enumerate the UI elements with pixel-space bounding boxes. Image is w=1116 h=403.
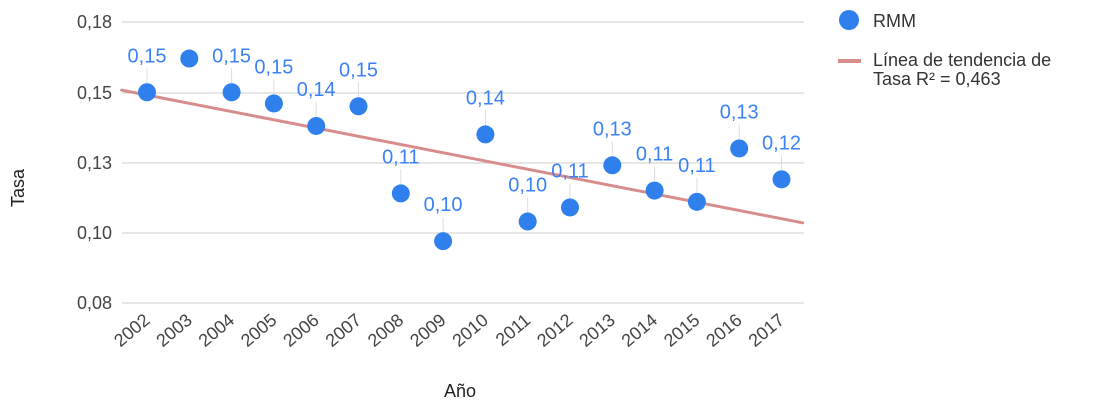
x-tick-label: 2016 — [702, 310, 746, 351]
data-label: 0,15 — [128, 45, 167, 67]
data-label: 0,15 — [254, 56, 293, 78]
legend-rmm-label: RMM — [873, 11, 916, 31]
data-point — [476, 125, 495, 144]
data-point — [730, 139, 749, 158]
data-point — [138, 83, 156, 102]
y-axis-ticks: 0,08 0,10 0,13 0,15 0,18 — [77, 12, 112, 313]
legend-trend-label-line1: Línea de tendencia de — [873, 50, 1051, 70]
data-label: 0,15 — [339, 59, 378, 81]
data-label: 0,10 — [508, 175, 547, 197]
data-label: 0,11 — [551, 160, 588, 182]
x-tick-label: 2003 — [152, 310, 196, 351]
y-tick-label: 0,18 — [77, 12, 112, 32]
data-label: 0,13 — [720, 101, 759, 123]
data-point — [645, 181, 664, 200]
data-labels: 0,15 0,150,150,140,150,110,100,140,100,11… — [128, 45, 801, 216]
data-label: 0,14 — [297, 79, 336, 101]
x-tick-label: 2007 — [322, 310, 366, 351]
data-label: 0,14 — [466, 87, 505, 109]
y-tick-label: 0,15 — [77, 83, 112, 103]
legend-trend-label-line2: Tasa R² = 0,463 — [873, 69, 1001, 89]
data-point — [391, 184, 410, 203]
data-point — [180, 49, 199, 68]
data-point — [222, 83, 241, 102]
y-tick-label: 0,08 — [77, 293, 112, 313]
data-label: 0,11 — [678, 155, 715, 177]
x-tick-label: 2017 — [745, 310, 789, 351]
data-point — [518, 212, 537, 231]
label-leader-lines — [146, 68, 782, 233]
data-label: 0,12 — [762, 132, 801, 154]
x-tick-label: 2008 — [364, 310, 408, 351]
x-tick-label: 2005 — [237, 310, 281, 351]
x-tick-label: 2014 — [618, 310, 662, 351]
x-tick-label: 2011 — [492, 310, 535, 350]
y-axis-title: Tasa — [8, 168, 28, 207]
x-axis-title: Año — [444, 381, 476, 401]
x-tick-label: 2010 — [448, 310, 492, 351]
y-tick-label: 0,13 — [77, 153, 112, 173]
x-tick-label: 2004 — [195, 310, 239, 351]
legend-rmm-marker — [839, 10, 859, 30]
data-label: 0,10 — [424, 194, 463, 216]
x-tick-label: 2015 — [660, 310, 704, 351]
x-tick-label: 2006 — [279, 310, 323, 351]
data-points — [138, 49, 791, 251]
data-point — [603, 156, 622, 175]
data-label: 0,15 — [212, 45, 251, 67]
data-label: 0,11 — [382, 146, 419, 168]
y-tick-label: 0,10 — [77, 223, 112, 243]
data-point — [264, 94, 283, 113]
data-point — [307, 116, 326, 135]
data-point — [434, 232, 453, 251]
data-label: 0,13 — [593, 118, 632, 140]
data-point — [561, 198, 579, 217]
x-tick-label: 2013 — [575, 310, 619, 351]
data-point — [772, 170, 791, 189]
x-tick-label: 2009 — [406, 310, 450, 351]
x-tick-label: 2002 — [110, 310, 154, 351]
legend: RMM Línea de tendencia de Tasa R² = 0,46… — [838, 10, 1051, 89]
data-point — [349, 97, 368, 116]
data-point — [687, 192, 706, 211]
x-tick-label: 2012 — [533, 310, 577, 351]
data-label: 0,11 — [636, 144, 673, 166]
